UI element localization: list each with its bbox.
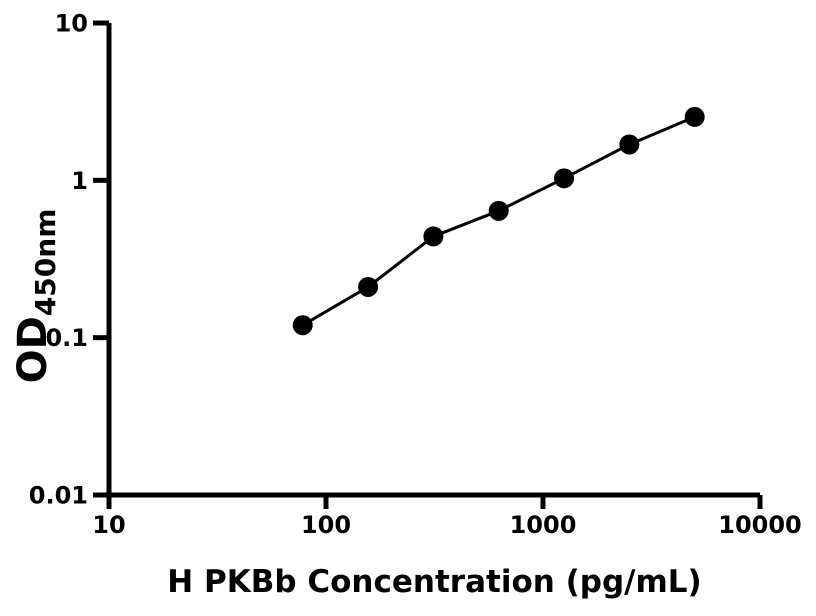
x-tick-label: 1000 — [510, 511, 577, 539]
y-tick-label: 10 — [55, 10, 88, 38]
data-point — [358, 276, 379, 297]
y-tick-label: 0.1 — [45, 324, 88, 352]
data-series — [292, 106, 705, 336]
axis-spine — [106, 23, 760, 498]
data-point — [423, 226, 444, 247]
y-axis-title-subscript: 450nm — [29, 209, 62, 317]
axis-ticks: 10 100 1000 10000 10 1 0.1 0.01 — [29, 10, 802, 540]
y-tick-label: 0.01 — [29, 482, 88, 510]
data-point — [488, 200, 509, 221]
x-tick-label: 10 — [92, 511, 125, 539]
data-point — [292, 315, 313, 336]
y-tick-label: 1 — [71, 167, 88, 195]
x-axis-title: H PKBb Concentration (pg/mL) — [167, 564, 701, 600]
data-point — [619, 134, 640, 155]
y-axis-title-main: OD — [10, 316, 56, 383]
y-axis-title: OD450nm — [10, 209, 62, 384]
x-tick-label: 10000 — [718, 511, 802, 539]
data-point — [554, 168, 575, 189]
axes — [106, 23, 760, 498]
x-tick-label: 100 — [301, 511, 351, 539]
data-point — [684, 106, 705, 127]
